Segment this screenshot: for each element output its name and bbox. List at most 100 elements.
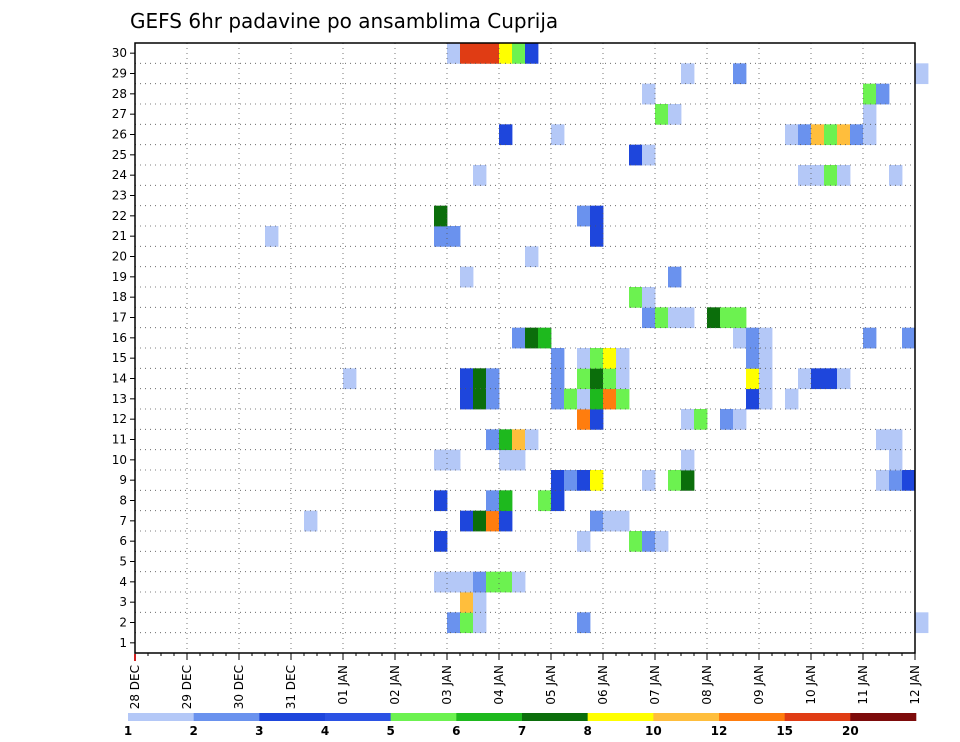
heatmap-cell xyxy=(681,409,695,430)
colorbar-swatch xyxy=(719,713,785,721)
heatmap-cell xyxy=(590,205,604,227)
heatmap-cell xyxy=(681,307,695,329)
heatmap-cell xyxy=(889,429,903,451)
heatmap-cell xyxy=(343,368,357,390)
x-tick-label: 09 JAN xyxy=(752,665,766,705)
heatmap-cell xyxy=(642,307,656,329)
heatmap-cell xyxy=(486,571,500,593)
heatmap-cell xyxy=(759,388,773,410)
heatmap-cell xyxy=(486,368,500,390)
heatmap-cell xyxy=(837,165,851,186)
x-tick-label: 31 DEC xyxy=(284,665,298,709)
heatmap-cell xyxy=(733,307,747,329)
y-tick-label: 21 xyxy=(112,229,127,243)
y-tick-label: 22 xyxy=(112,209,127,223)
heatmap-cell xyxy=(837,368,851,390)
heatmap-cell xyxy=(863,83,877,105)
heatmap-cell xyxy=(616,510,630,532)
y-tick-label: 1 xyxy=(119,636,127,650)
heatmap-cell xyxy=(759,368,773,390)
y-tick-label: 30 xyxy=(112,46,127,60)
heatmap-cell xyxy=(902,470,916,491)
y-tick-label: 27 xyxy=(112,107,127,121)
heatmap-cell xyxy=(434,205,448,227)
heatmap-cell xyxy=(759,348,773,369)
heatmap-cell xyxy=(629,144,643,166)
colorbar-swatch xyxy=(784,713,851,721)
x-tick-label: 29 DEC xyxy=(180,665,194,709)
colorbar-label: 1 xyxy=(124,724,132,738)
y-tick-label: 15 xyxy=(112,351,127,365)
heatmap-cell xyxy=(447,571,461,593)
colorbar-legend: 1 2 3 4 5 6 7 8 10 12 15 20 xyxy=(124,713,917,738)
x-tick-label: 08 JAN xyxy=(700,665,714,705)
heatmap-cell xyxy=(655,307,669,329)
heatmap-cell xyxy=(460,571,474,593)
heatmap-cell xyxy=(460,266,474,288)
heatmap-cell xyxy=(538,327,552,349)
heatmap-cell xyxy=(785,124,799,146)
heatmap-cell xyxy=(551,124,565,146)
heatmap-cell xyxy=(460,388,474,410)
heatmap-cell xyxy=(577,531,591,552)
colorbar-label: 5 xyxy=(386,724,394,738)
x-tick-label: 06 JAN xyxy=(596,665,610,705)
heatmap-cell xyxy=(525,429,539,451)
heatmap-cell xyxy=(590,510,604,532)
y-tick-label: 14 xyxy=(112,372,127,386)
heatmap-cell xyxy=(447,43,461,64)
y-tick-label: 10 xyxy=(112,453,127,467)
heatmap-cell xyxy=(603,388,617,410)
heatmap-cell xyxy=(720,409,734,430)
colorbar-label: 8 xyxy=(583,724,591,738)
heatmap-cell xyxy=(798,368,812,390)
x-tick-label: 30 DEC xyxy=(232,665,246,709)
y-tick-label: 9 xyxy=(119,473,127,487)
x-tick-label: 11 JAN xyxy=(856,665,870,705)
heatmap-cell xyxy=(902,327,916,349)
x-tick-label: 01 JAN xyxy=(336,665,350,705)
heatmap-cell xyxy=(499,429,513,451)
y-tick-label: 8 xyxy=(119,494,127,508)
heatmap-cell xyxy=(473,388,487,410)
heatmap-cell xyxy=(590,388,604,410)
y-tick-label: 3 xyxy=(119,595,127,609)
heatmap-cell xyxy=(642,287,656,308)
x-tick-label: 12 JAN xyxy=(908,665,922,705)
heatmap-cell xyxy=(460,43,474,64)
y-tick-label: 28 xyxy=(112,87,127,101)
heatmap-cell xyxy=(746,368,760,390)
heatmap-cell xyxy=(733,409,747,430)
colorbar-label: 15 xyxy=(776,724,793,738)
heatmap-cell xyxy=(486,490,500,512)
heatmap-cells xyxy=(265,43,929,634)
heatmap-cell xyxy=(512,327,526,349)
heatmap-cell xyxy=(577,470,591,491)
heatmap-cell xyxy=(499,510,513,532)
heatmap-cell xyxy=(629,287,643,308)
heatmap-cell xyxy=(434,449,448,471)
heatmap-cell xyxy=(876,470,890,491)
heatmap-cell xyxy=(785,388,799,410)
heatmap-cell xyxy=(759,327,773,349)
y-tick-label: 6 xyxy=(119,534,127,548)
heatmap-cell xyxy=(473,368,487,390)
heatmap-cell xyxy=(499,571,513,593)
y-tick-label: 29 xyxy=(112,67,127,81)
x-tick-label: 28 DEC xyxy=(128,665,142,709)
heatmap-cell xyxy=(525,43,539,64)
colorbar-swatch xyxy=(587,713,654,721)
colorbar-label: 6 xyxy=(452,724,460,738)
heatmap-cell xyxy=(811,368,825,390)
heatmap-cell xyxy=(499,43,513,64)
heatmap-cell xyxy=(616,348,630,369)
y-axis: 1234567891011121314151617181920212223242… xyxy=(112,46,135,650)
y-tick-label: 25 xyxy=(112,148,127,162)
heatmap-cell xyxy=(668,104,682,125)
heatmap-cell xyxy=(512,449,526,471)
heatmap-cell xyxy=(512,571,526,593)
heatmap-cell xyxy=(473,612,487,634)
heatmap-cell xyxy=(460,510,474,532)
x-tick-label: 10 JAN xyxy=(804,665,818,705)
heatmap-cell xyxy=(265,226,279,247)
